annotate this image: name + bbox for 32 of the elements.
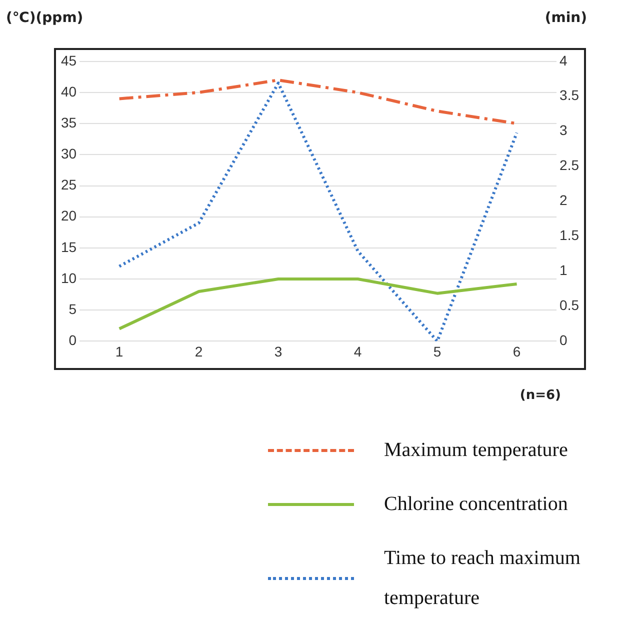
x-tick-label: 2 <box>194 343 203 360</box>
y-tick-label: 5 <box>68 300 77 317</box>
y-tick-label: 15 <box>60 238 77 255</box>
text: (n=6) <box>520 388 561 403</box>
y-tick-label: 10 <box>60 270 77 286</box>
y-tick-label: 25 <box>60 176 77 193</box>
y-tick-label: 20 <box>60 208 77 224</box>
legend-label: Time to reach maximum temperature <box>384 546 582 611</box>
y2-tick-label: 0.5 <box>560 297 580 314</box>
x-tick-label: 3 <box>274 343 282 360</box>
y-tick-label: 45 <box>60 52 77 68</box>
y2-axis-title: (min) <box>544 10 587 26</box>
line-series <box>118 82 518 342</box>
y2-tick-label: 3.5 <box>560 87 580 104</box>
x-tick-label: 1 <box>115 343 124 360</box>
y2-tick-label: 2.5 <box>560 157 580 174</box>
y2-tick-label: 1.5 <box>560 227 580 244</box>
y-tick-label: 30 <box>60 146 77 162</box>
legend-label: Chlorine concentration <box>384 492 568 517</box>
y2-tick-label: 4 <box>560 52 568 68</box>
y-tick-label: 35 <box>60 114 77 130</box>
y-tick-label: 40 <box>60 83 77 100</box>
x-tick-label: 4 <box>354 343 362 360</box>
y2-tick-label: 0 <box>560 332 568 348</box>
y-tick-label: 0 <box>68 332 77 348</box>
x-tick-label: 5 <box>433 343 442 360</box>
y2-tick-label: 1 <box>560 262 568 278</box>
y2-tick-label: 3 <box>560 122 568 138</box>
y-axis-title: (℃)(ppm) <box>6 10 84 26</box>
x-tick-label: 6 <box>512 343 521 360</box>
legend-label: Maximum temperature <box>384 438 568 463</box>
y2-tick-label: 2 <box>560 192 568 208</box>
